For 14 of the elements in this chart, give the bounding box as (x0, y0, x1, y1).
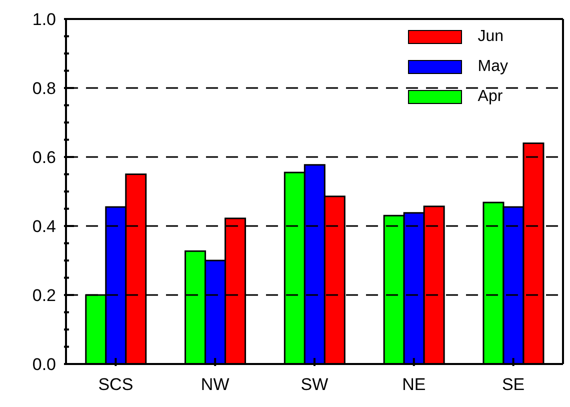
y-tick-label: 0.0 (32, 355, 56, 374)
x-tick-label: SE (502, 375, 525, 394)
y-tick-label: 0.6 (32, 148, 56, 167)
y-tick-label: 0.2 (32, 286, 56, 305)
legend-label: May (478, 58, 508, 76)
x-tick-label: NE (402, 375, 426, 394)
y-tick-label: 0.4 (32, 217, 56, 236)
y-tick-label: 1.0 (32, 10, 56, 29)
legend-label: Jun (478, 28, 504, 46)
y-tick-label: 0.8 (32, 79, 56, 98)
x-tick-label: SCS (98, 375, 134, 394)
x-tick-label: SW (300, 375, 328, 394)
legend-label: Apr (478, 88, 503, 106)
x-tick-label: NW (200, 375, 230, 394)
